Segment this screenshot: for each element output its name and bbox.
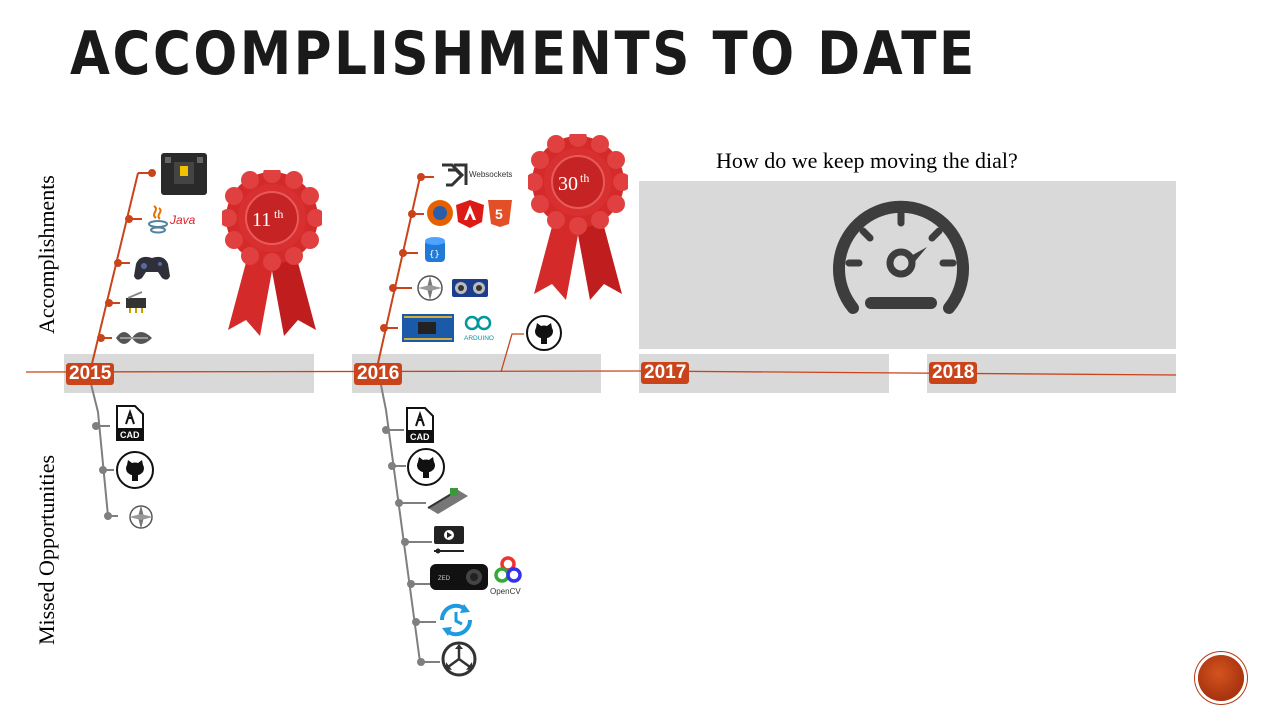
compass-icon bbox=[129, 505, 153, 529]
award-ribbon-11th: 11 th bbox=[222, 170, 322, 336]
cad-file-icon: CAD bbox=[116, 405, 144, 441]
zed-label: ZED bbox=[438, 576, 451, 582]
page-title: ACCOMPLISHMENTS TO DATE bbox=[70, 19, 977, 89]
arduino-icons: ARDUINO bbox=[402, 314, 494, 342]
cad-file-icon: CAD bbox=[406, 407, 434, 443]
github-icon bbox=[116, 451, 154, 489]
ultrasonic-sensor-icon bbox=[452, 279, 488, 297]
svg-text:5: 5 bbox=[495, 206, 503, 222]
database-json-icon: {} bbox=[425, 237, 445, 262]
sync-clock-icon bbox=[439, 603, 473, 637]
branch-2016-accomplishments bbox=[375, 173, 524, 373]
websockets-label: Websockets bbox=[469, 170, 512, 179]
award-11-suffix: th bbox=[274, 207, 283, 221]
award-30-place: 30 bbox=[558, 173, 578, 195]
java-label: Java bbox=[169, 213, 196, 227]
video-player-icon bbox=[434, 526, 464, 554]
branch-2015-accomplishments bbox=[89, 169, 156, 373]
angular-icon bbox=[456, 200, 484, 228]
award-30-suffix: th bbox=[580, 171, 589, 185]
year-label-2017: 2017 bbox=[641, 362, 690, 384]
compass-icon bbox=[417, 275, 443, 301]
limit-switch-icon bbox=[126, 291, 146, 313]
cad-label: CAD bbox=[410, 432, 430, 442]
websockets-icon: Websockets bbox=[442, 163, 512, 187]
dial-box bbox=[639, 181, 1176, 349]
arduino-logo-icon: ARDUINO bbox=[464, 315, 494, 342]
opencv-label: OpenCV bbox=[490, 587, 521, 596]
firefox-icon bbox=[427, 200, 453, 226]
timeline-line bbox=[25, 370, 1177, 376]
robot-controller-icon bbox=[161, 153, 207, 195]
github-icon bbox=[526, 315, 562, 351]
gamepad-icon bbox=[134, 256, 170, 280]
arduino-label: ARDUINO bbox=[464, 335, 494, 342]
next-slide-button[interactable] bbox=[1198, 655, 1244, 701]
ros-nodes-icon bbox=[441, 641, 477, 677]
java-icon: Java bbox=[148, 205, 196, 234]
zed-camera-icon: ZED bbox=[430, 564, 488, 590]
year-label-2015: 2015 bbox=[66, 363, 115, 385]
year-label-2016: 2016 bbox=[354, 363, 403, 385]
dial-question: How do we keep moving the dial? bbox=[716, 148, 1018, 173]
svg-text:{}: {} bbox=[429, 250, 440, 260]
year-label-2018: 2018 bbox=[929, 362, 978, 384]
speedometer-icon bbox=[833, 200, 969, 314]
linear-actuator-icon bbox=[427, 488, 468, 514]
branch-2016-missed bbox=[379, 379, 440, 666]
award-ribbon-30th: 30 th bbox=[528, 134, 628, 300]
vision-icons: ZED OpenCV bbox=[430, 556, 522, 596]
cad-label: CAD bbox=[120, 430, 140, 440]
opencv-icon: OpenCV bbox=[490, 556, 522, 596]
github-icon bbox=[407, 448, 445, 486]
web-tech-icons: 5 bbox=[427, 200, 512, 228]
treads-icon bbox=[116, 332, 152, 344]
arduino-board-icon bbox=[402, 314, 454, 342]
sensors-icons bbox=[417, 275, 488, 301]
award-11-place: 11 bbox=[252, 209, 271, 231]
html5-icon: 5 bbox=[488, 200, 512, 227]
branch-2015-missed bbox=[89, 379, 118, 520]
